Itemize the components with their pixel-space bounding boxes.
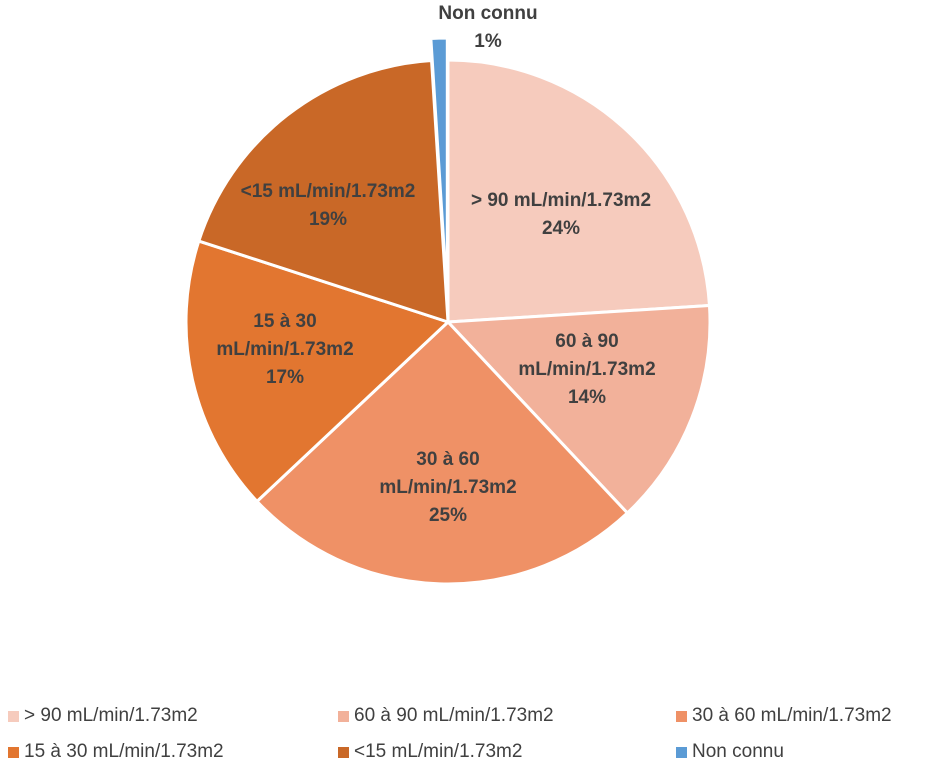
legend-label: 30 à 60 mL/min/1.73m2 [692, 705, 892, 726]
slice-category-label: mL/min/1.73m2 [216, 339, 353, 360]
slice-label-60-90-ml-min-1-73m2: 60 à 90 mL/min/1.73m2 14% [518, 331, 655, 408]
slice-percent-label: 17% [266, 367, 304, 388]
slice-label-30-60-ml-min-1-73m2: 30 à 60 mL/min/1.73m2 25% [379, 449, 516, 526]
legend-label: > 90 mL/min/1.73m2 [24, 705, 198, 726]
slice-category-label: > 90 mL/min/1.73m2 [471, 190, 651, 211]
slice-percent-label: 1% [474, 31, 502, 52]
legend-label: <15 mL/min/1.73m2 [354, 741, 523, 762]
slice-label-15-30-ml-min-1-73m2: 15 à 30 mL/min/1.73m2 17% [216, 311, 353, 388]
legend-item-non-connu: Non connu [676, 741, 784, 763]
legend-item-15-ml-min-1-73m2: <15 mL/min/1.73m2 [338, 741, 522, 763]
pie-slice-60-90-ml-min-1-73m2 [446, 304, 712, 515]
slice-percent-label: 25% [429, 505, 467, 526]
legend-swatch [8, 710, 19, 722]
slice-category-label: 60 à 90 [555, 331, 618, 352]
legend-item-15-30-ml-min-1-73m2: 15 à 30 mL/min/1.73m2 [8, 741, 224, 763]
legend-swatch [338, 710, 349, 722]
pie-chart: > 90 mL/min/1.73m2 24% 60 à 90 mL/min/1.73m… [184, 3, 712, 586]
legend-swatch [8, 746, 19, 758]
slice-label-15-ml-min-1-73m2: <15 mL/min/1.73m2 19% [241, 181, 416, 230]
pie-slice-15-30-ml-min-1-73m2 [184, 239, 450, 503]
slice-category-label: 30 à 60 [416, 449, 479, 470]
legend-item-90-ml-min-1-73m2: > 90 mL/min/1.73m2 [8, 705, 198, 727]
slice-category-label: 15 à 30 [253, 311, 316, 332]
legend-item-60-90-ml-min-1-73m2: 60 à 90 mL/min/1.73m2 [338, 705, 554, 727]
slice-label-90-ml-min-1-73m2: > 90 mL/min/1.73m2 24% [471, 190, 651, 239]
pie-slice-non-connu [429, 36, 449, 302]
legend-item-30-60-ml-min-1-73m2: 30 à 60 mL/min/1.73m2 [676, 705, 892, 727]
legend-swatch [676, 746, 687, 758]
slice-label-non-connu: Non connu 1% [438, 3, 537, 52]
legend-label: 15 à 30 mL/min/1.73m2 [24, 741, 224, 762]
slice-labels: > 90 mL/min/1.73m2 24% 60 à 90 mL/min/1.73m… [216, 3, 655, 526]
slice-category-label: mL/min/1.73m2 [518, 359, 655, 380]
pie-slice-90-ml-min-1-73m2 [446, 58, 711, 324]
slice-percent-label: 24% [542, 218, 580, 239]
slice-percent-label: 19% [309, 209, 347, 230]
pie-slice-15-ml-min-1-73m2 [197, 59, 450, 324]
legend-swatch [338, 746, 349, 758]
pie-slice-30-60-ml-min-1-73m2 [255, 320, 629, 586]
legend-label: 60 à 90 mL/min/1.73m2 [354, 705, 554, 726]
slice-percent-label: 14% [568, 387, 606, 408]
slice-category-label: <15 mL/min/1.73m2 [241, 181, 416, 202]
slice-category-label: mL/min/1.73m2 [379, 477, 516, 498]
slice-category-label: Non connu [438, 3, 537, 24]
legend-label: Non connu [692, 741, 784, 762]
pie-slices [184, 36, 712, 586]
legend-swatch [676, 710, 687, 722]
